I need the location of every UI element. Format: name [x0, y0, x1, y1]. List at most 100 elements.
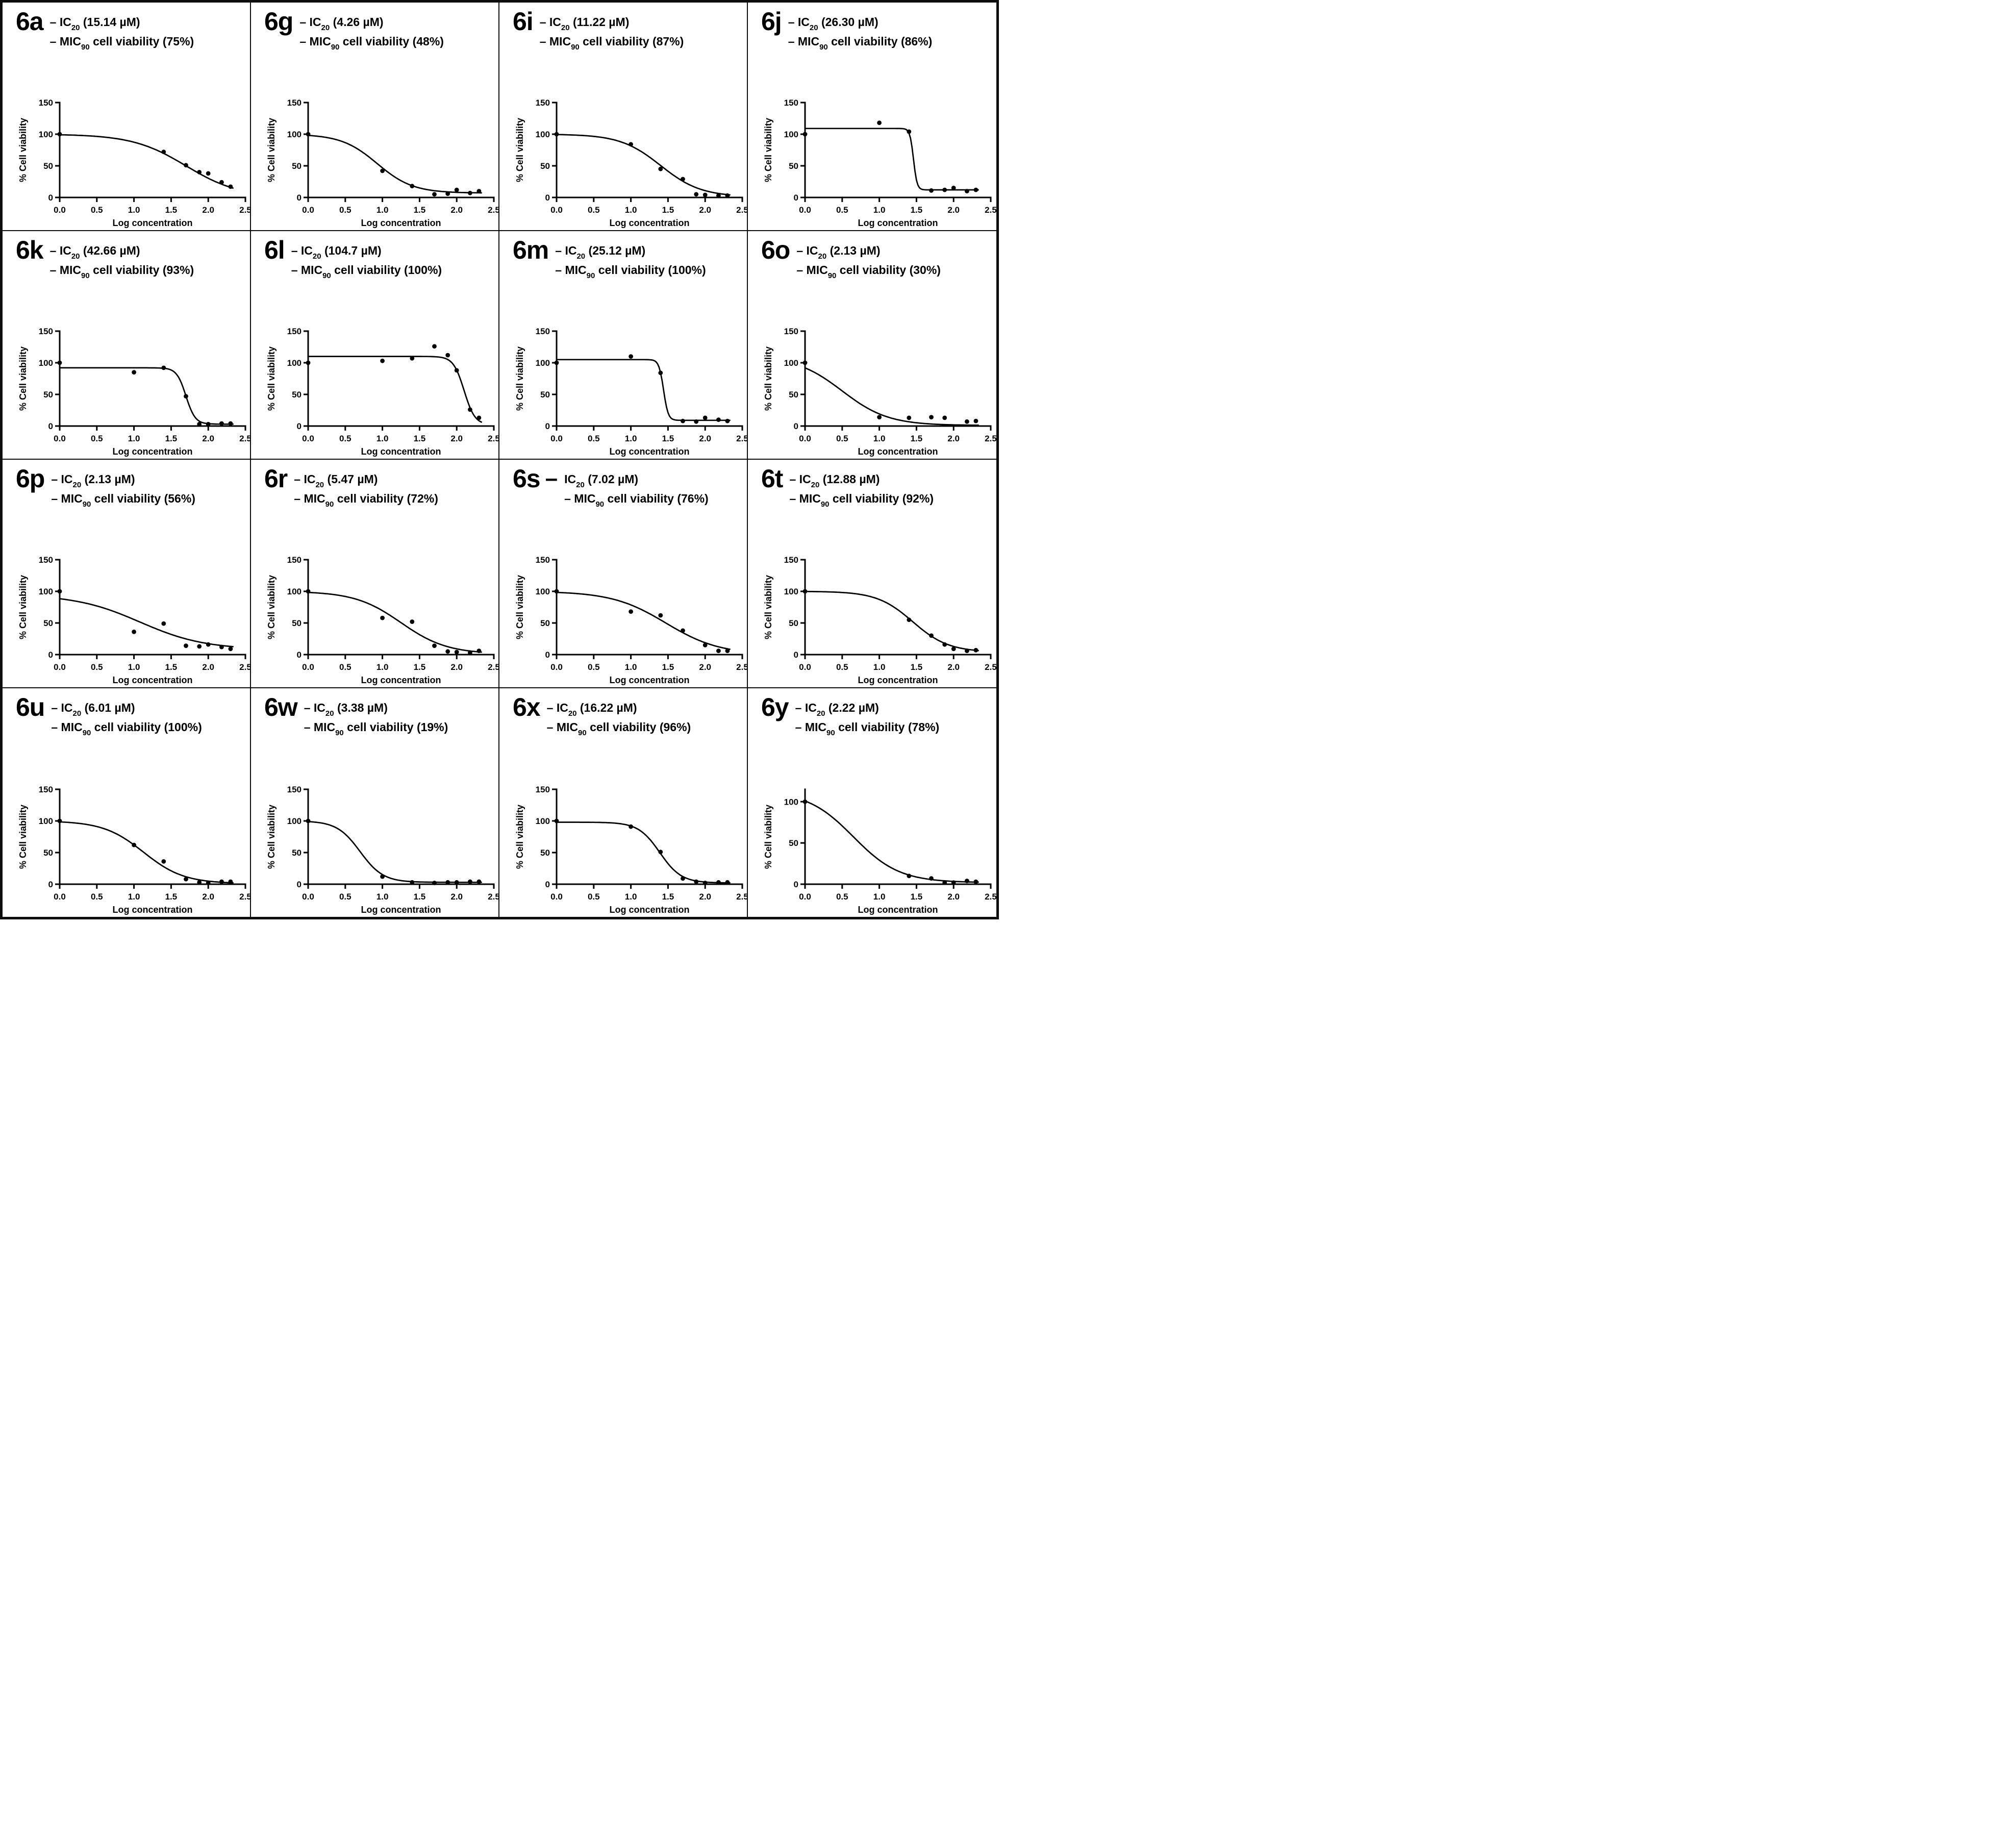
y-tick-label: 0	[297, 421, 302, 431]
x-axis-label: Log concentration	[858, 905, 938, 915]
y-tick-label: 100	[784, 358, 798, 368]
x-tick-label: 2.0	[450, 205, 463, 215]
y-axis-label: % Cell viability	[266, 346, 277, 411]
data-point	[161, 149, 166, 155]
x-tick-label: 2.5	[985, 434, 996, 443]
data-point	[410, 184, 415, 189]
y-tick-label: 0	[297, 880, 302, 889]
mic90-line: – MIC90 cell viability (100%)	[555, 260, 706, 280]
x-tick-label: 0.5	[339, 205, 352, 215]
y-tick-label: 50	[292, 161, 302, 171]
mic90-sub: 90	[81, 42, 90, 52]
x-tick-label: 2.0	[947, 892, 960, 902]
y-tick-label: 150	[39, 785, 53, 794]
mic90-line: – MIC90 cell viability (19%)	[304, 717, 448, 737]
ic20-sub: 20	[809, 23, 818, 32]
y-tick-label: 50	[789, 161, 798, 171]
data-point	[629, 824, 633, 829]
mic90-value: (100%)	[668, 263, 706, 277]
mic90-value: (100%)	[404, 263, 442, 277]
figure: 6a – IC20 (15.14 µM) – MIC90 cell viabilit…	[0, 0, 999, 919]
data-point	[658, 370, 663, 376]
fitted-curve	[557, 359, 731, 421]
data-point	[410, 880, 415, 885]
dash-icon: –	[546, 720, 554, 734]
dash-icon: –	[304, 720, 311, 734]
data-point	[907, 129, 912, 134]
data-point	[306, 132, 311, 137]
fitted-curve	[308, 820, 482, 883]
dash-icon: –	[789, 472, 796, 486]
y-tick-label: 150	[287, 98, 302, 108]
x-tick-label: 2.0	[699, 434, 711, 443]
y-axis-label: % Cell viability	[515, 805, 525, 869]
y-axis-label: % Cell viability	[266, 575, 277, 639]
y-tick-label: 0	[48, 650, 53, 660]
data-point	[725, 880, 730, 885]
panel-title-lines: – IC20 (2.13 µM) – MIC90 cell viability (…	[796, 238, 941, 280]
data-point	[219, 180, 224, 185]
x-tick-label: 0.0	[799, 205, 811, 215]
y-tick-label: 50	[43, 390, 53, 399]
mic90-label: MIC	[300, 263, 323, 277]
panel-title-lines: – IC20 (15.14 µM) – MIC90 cell viability …	[50, 10, 194, 51]
dash-icon: –	[299, 35, 307, 48]
x-tick-label: 2.0	[202, 892, 214, 902]
y-axis-label: % Cell viability	[18, 575, 28, 639]
data-point	[965, 189, 969, 193]
mic90-label: MIC	[797, 35, 820, 48]
data-point	[57, 589, 62, 594]
y-tick-label: 50	[43, 161, 53, 171]
x-tick-label: 2.0	[947, 205, 960, 215]
data-point	[454, 880, 459, 885]
fitted-curve	[59, 598, 234, 647]
y-tick-label: 50	[540, 390, 550, 399]
data-point	[410, 619, 415, 624]
compound-label: 6j	[761, 7, 782, 36]
data-point	[184, 394, 188, 399]
x-tick-label: 2.0	[699, 892, 711, 902]
ic20-value: (6.01 µM)	[84, 701, 135, 714]
ic20-sub: 20	[576, 252, 586, 261]
ic20-line: – IC20 (26.30 µM)	[788, 12, 933, 32]
panel-header: 6r – IC20 (5.47 µM) – MIC90 cell viability…	[264, 466, 498, 508]
mic90-value: (30%)	[909, 263, 941, 277]
x-axis-label: Log concentration	[610, 675, 690, 685]
dash-icon: –	[796, 244, 804, 257]
x-tick-label: 1.5	[662, 892, 674, 902]
panel-6j: 6j – IC20 (26.30 µM) – MIC90 cell viabilit…	[748, 3, 996, 231]
ic20-value: (2.22 µM)	[828, 701, 879, 714]
ic20-label: IC	[59, 244, 71, 257]
x-tick-label: 0.0	[550, 434, 563, 443]
mic90-line: – MIC90 cell viability (96%)	[547, 717, 691, 737]
data-point	[681, 418, 685, 423]
y-tick-label: 0	[48, 880, 53, 889]
x-tick-label: 1.5	[414, 892, 426, 902]
y-tick-label: 50	[540, 618, 550, 628]
ic20-label: IC	[300, 244, 313, 257]
x-tick-label: 1.5	[911, 892, 923, 902]
y-tick-label: 0	[794, 193, 798, 203]
panel-header: 6a – IC20 (15.14 µM) – MIC90 cell viabilit…	[16, 9, 250, 51]
dash-icon: –	[294, 492, 301, 505]
y-tick-label: 0	[48, 421, 53, 431]
data-point	[942, 880, 947, 885]
y-tick-label: 50	[292, 618, 302, 628]
x-tick-label: 1.0	[625, 892, 637, 902]
x-tick-label: 0.0	[550, 662, 563, 672]
data-point	[802, 360, 808, 365]
x-tick-label: 2.0	[202, 662, 214, 672]
data-point	[942, 187, 947, 192]
x-axis-label: Log concentration	[858, 675, 938, 685]
x-tick-label: 1.5	[414, 205, 426, 215]
mic90-sub: 90	[578, 728, 587, 737]
data-point	[380, 358, 385, 363]
fitted-curve	[805, 128, 979, 191]
dose-response-plot: 0 50 100 150 0.0 0.5 1.0 1.5 2.0 2.5 Log concentra…	[763, 98, 996, 228]
y-tick-label: 150	[784, 555, 798, 565]
mic90-sub: 90	[819, 42, 828, 52]
y-axis-label: % Cell viability	[763, 346, 773, 411]
x-tick-label: 0.0	[302, 662, 314, 672]
ic20-line: – IC20 (11.22 µM)	[540, 12, 684, 32]
data-point	[802, 589, 808, 594]
